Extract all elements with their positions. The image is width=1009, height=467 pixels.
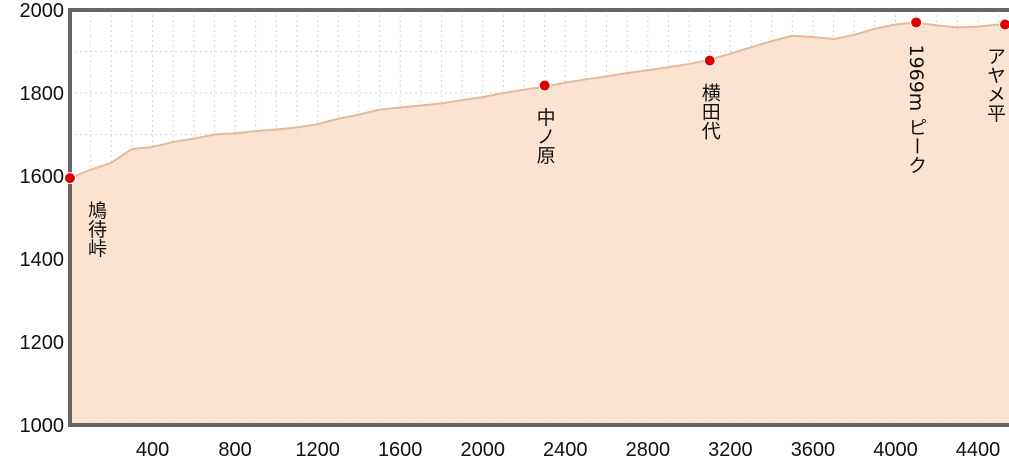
y-tick-label: 1800 — [20, 83, 65, 105]
waypoint-marker — [64, 172, 76, 185]
plot-frame — [68, 8, 1009, 427]
waypoint-marker — [910, 16, 923, 29]
x-tick-label: 1600 — [378, 439, 423, 461]
y-tick-label: 1600 — [20, 166, 65, 188]
y-tick-label: 1400 — [20, 249, 65, 271]
x-axis-ticks: 400 800 1200 1600 2000 2400 2800 3200 3600 4000 44… — [136, 439, 1000, 461]
waypoint-marker — [999, 18, 1009, 31]
y-tick-label: 2000 — [20, 0, 65, 22]
waypoint-label: アヤメ平 — [984, 47, 1006, 123]
y-tick-label: 1000 — [20, 415, 65, 437]
plot-border — [68, 8, 1009, 427]
x-tick-label: 2800 — [626, 439, 671, 461]
waypoint-label: 鳩待峠 — [85, 200, 107, 257]
waypoint-label: 横田代 — [699, 82, 721, 139]
x-tick-label: 800 — [218, 439, 251, 461]
x-tick-label: 3200 — [708, 439, 753, 461]
x-tick-label: 2400 — [543, 439, 588, 461]
x-tick-label: 4400 — [956, 439, 1001, 461]
waypoint-label: 中ノ原 — [534, 107, 556, 164]
x-tick-label: 4000 — [873, 439, 918, 461]
y-tick-label: 1200 — [20, 332, 65, 354]
waypoint-labels: 鳩待峠 中ノ原 横田代 1969m ピーク アヤメ平 — [85, 44, 1006, 257]
waypoint-markers — [64, 16, 1009, 185]
waypoint-marker — [703, 54, 716, 67]
x-tick-label: 3600 — [791, 439, 836, 461]
waypoint-label: 1969m ピーク — [905, 44, 927, 174]
elevation-fill — [70, 22, 1009, 425]
x-tick-label: 2000 — [460, 439, 505, 461]
x-tick-label: 1200 — [295, 439, 340, 461]
waypoint-marker — [538, 79, 551, 92]
y-axis-ticks: 1000 1200 1400 1600 1800 2000 — [20, 0, 65, 437]
x-tick-label: 400 — [136, 439, 169, 461]
